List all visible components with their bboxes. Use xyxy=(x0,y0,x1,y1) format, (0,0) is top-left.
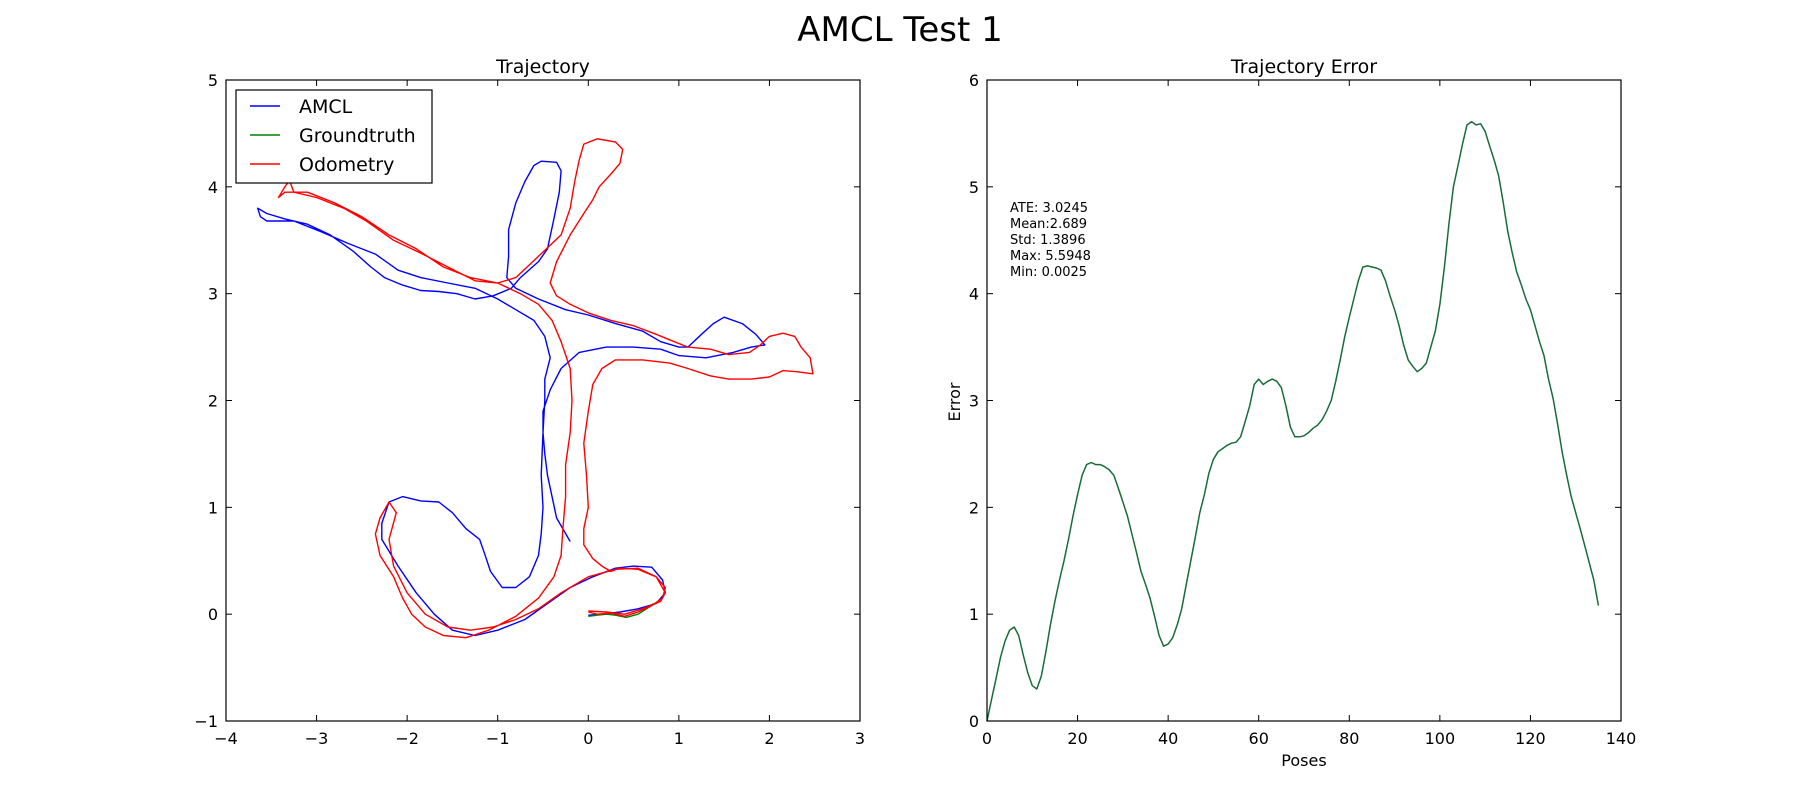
y-tick-label: 0 xyxy=(969,712,979,731)
x-tick-label: −2 xyxy=(395,729,419,748)
y-tick-label: −1 xyxy=(194,712,218,731)
x-tick-label: 140 xyxy=(1606,729,1637,748)
x-tick-label: 100 xyxy=(1425,729,1456,748)
y-tick-label: 4 xyxy=(208,178,218,197)
trajectory-plot: Trajectory −4 −3 −2 −1 0 1 2 3 −1 0 1 2 3 4 5 AMCL Gro… xyxy=(194,56,865,748)
x-tick-label: 120 xyxy=(1515,729,1546,748)
x-tick-label: 80 xyxy=(1339,729,1359,748)
x-tick-label: 0 xyxy=(583,729,593,748)
x-tick-label: 60 xyxy=(1249,729,1269,748)
series-line-odometry xyxy=(277,138,814,639)
stat-max: Max: 5.5948 xyxy=(1010,249,1091,264)
trajectory-error-plot: Trajectory Error 0 20 40 60 80 100 120 140 0 1 2 3 4… xyxy=(945,56,1636,770)
x-tick-label: 0 xyxy=(982,729,992,748)
stat-min: Min: 0.0025 xyxy=(1010,265,1087,280)
stat-mean: Mean:2.689 xyxy=(1010,217,1087,232)
y-tick-label: 6 xyxy=(969,71,979,90)
y-tick-label: 2 xyxy=(208,392,218,411)
series-line-amcl xyxy=(257,160,766,637)
y-tick-label: 3 xyxy=(208,285,218,304)
x-tick-label: 20 xyxy=(1067,729,1087,748)
series-line-error xyxy=(986,120,1600,722)
error-stats-annotation: ATE: 3.0245 Mean:2.689 Std: 1.3896 Max: … xyxy=(1010,201,1091,280)
y-tick-label: 4 xyxy=(969,285,979,304)
y-tick-label: 1 xyxy=(208,498,218,517)
error-lines xyxy=(986,120,1600,722)
x-tick-label: 3 xyxy=(855,729,865,748)
legend: AMCL Groundtruth Odometry xyxy=(235,89,433,184)
x-tick-label: −1 xyxy=(486,729,510,748)
error-xlabel: Poses xyxy=(1281,751,1326,770)
x-tick-label: 2 xyxy=(764,729,774,748)
y-tick-label: 3 xyxy=(969,392,979,411)
y-tick-label: 0 xyxy=(208,605,218,624)
y-tick-label: 5 xyxy=(969,178,979,197)
legend-label-odometry: Odometry xyxy=(299,154,394,176)
trajectory-error-title: Trajectory Error xyxy=(1230,56,1377,78)
x-tick-label: −3 xyxy=(305,729,329,748)
x-tick-label: 40 xyxy=(1158,729,1178,748)
trajectory-lines xyxy=(257,138,814,639)
y-tick-label: 2 xyxy=(969,498,979,517)
x-tick-label: 1 xyxy=(674,729,684,748)
legend-label-groundtruth: Groundtruth xyxy=(299,125,416,147)
y-tick-label: 1 xyxy=(969,605,979,624)
error-ylabel: Error xyxy=(945,382,964,421)
stat-std: Std: 1.3896 xyxy=(1010,233,1086,248)
trajectory-axes-frame xyxy=(225,79,861,722)
x-tick-label: −4 xyxy=(214,729,238,748)
error-axes-frame xyxy=(986,79,1622,722)
y-tick-label: 5 xyxy=(208,71,218,90)
trajectory-title: Trajectory xyxy=(495,56,590,78)
legend-label-amcl: AMCL xyxy=(299,96,353,118)
error-ticks: 0 20 40 60 80 100 120 140 0 1 2 3 4 5 6 xyxy=(969,71,1636,748)
stat-ate: ATE: 3.0245 xyxy=(1010,201,1088,216)
figure-title: AMCL Test 1 xyxy=(797,10,1002,50)
